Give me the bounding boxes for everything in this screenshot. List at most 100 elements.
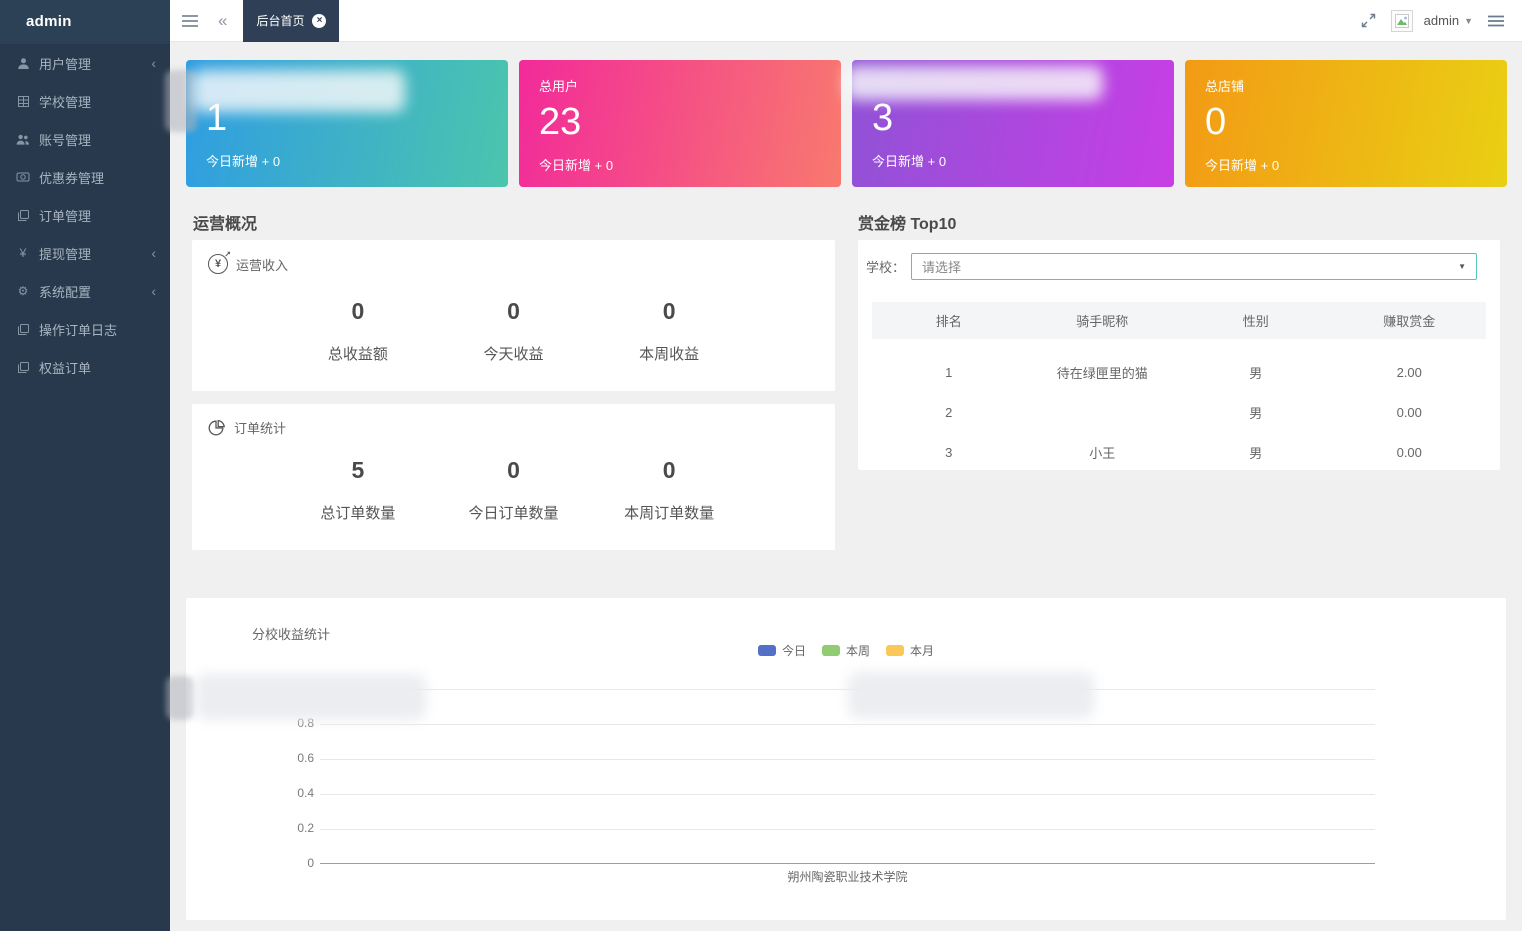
legend-label: 本月 — [910, 644, 935, 658]
sidebar-item-school-management[interactable]: 学校管理 — [0, 82, 170, 120]
legend-swatch — [886, 645, 904, 656]
stat-week-orders: 0 本周订单数量 — [591, 457, 747, 523]
orders-stats-panel: 订单统计 5 总订单数量 0 今日订单数量 0 本周订单数量 — [192, 404, 835, 550]
stat-value: 0 — [662, 298, 676, 324]
gridline — [320, 724, 1375, 725]
chart-plot-area — [320, 689, 1375, 864]
operations-revenue-panel: ¥ ↗ 运营收入 0 总收益额 0 今天收益 0 本周收益 — [192, 240, 835, 391]
yen-circle-icon: ¥ ↗ — [208, 250, 231, 274]
sidebar-item-account-management[interactable]: 账号管理 — [0, 120, 170, 158]
school-select-value: 请选择 — [922, 260, 962, 275]
stat-value: 0 — [507, 298, 520, 324]
sidebar-item-label: 学校管理 — [39, 94, 92, 110]
cell-nickname: 待在绿匣里的猫 — [1056, 365, 1148, 381]
legend-swatch — [821, 645, 840, 656]
stat-card-total-shops: 总店铺 0 今日新增 + 0 — [1185, 60, 1507, 187]
sidebar-item-order-log[interactable]: 操作订单日志 — [0, 310, 170, 348]
stat-value: 0 — [351, 298, 365, 324]
school-select-label: 学校： — [866, 260, 906, 275]
gridline — [320, 759, 1375, 760]
gridline — [320, 689, 1375, 690]
tab-close-icon[interactable]: × — [312, 13, 327, 28]
sidebar-item-label: 权益订单 — [39, 360, 92, 376]
stat-card-title: 总店铺 — [1205, 79, 1245, 94]
sidebar-item-system-config[interactable]: ⚙ 系统配置 ‹ — [0, 272, 170, 310]
sidebar-item-withdrawal-management[interactable]: ¥ 提现管理 ‹ — [0, 234, 170, 272]
stat-card-value: 3 — [872, 97, 894, 139]
stat-total-orders: 5 总订单数量 — [280, 457, 436, 523]
bounty-table-header: 排名 骑手昵称 性别 赚取赏金 — [872, 302, 1486, 339]
col-header-gender: 性别 — [1242, 314, 1269, 329]
hamburger-menu-icon[interactable] — [170, 0, 210, 42]
stat-value: 5 — [351, 457, 365, 483]
stat-value: 0 — [507, 457, 520, 483]
stat-today-revenue: 0 今天收益 — [436, 298, 592, 364]
orders-panel-title: 订单统计 — [234, 421, 287, 436]
stat-card-total-users: 总用户 23 今日新增 + 0 — [519, 60, 841, 187]
gridline — [320, 829, 1375, 830]
sidebar-item-rights-orders[interactable]: 权益订单 — [0, 348, 170, 386]
branch-revenue-chart-panel: 分校收益统计 今日 本周 本月 0.8 0.6 0.4 0.2 0 朔州陶瓷职业… — [186, 598, 1506, 920]
user-icon — [15, 57, 31, 70]
stat-card-title — [872, 76, 1154, 91]
stat-card-value: 0 — [1205, 101, 1227, 143]
stat-week-revenue: 0 本周收益 — [591, 298, 747, 364]
fullscreen-icon[interactable] — [1357, 0, 1380, 42]
stat-label: 总订单数量 — [320, 505, 396, 522]
coupon-icon — [15, 171, 31, 183]
stat-card-total-3: 3 今日新增 + 0 — [852, 60, 1174, 187]
chevron-down-icon: ▼ — [1464, 15, 1473, 26]
log-icon — [15, 323, 31, 336]
yen-icon: ¥ — [19, 246, 27, 260]
sidebar-item-coupon-management[interactable]: 优惠券管理 — [0, 158, 170, 196]
stat-label: 今日订单数量 — [468, 505, 559, 522]
section-title-operations: 运营概况 — [193, 216, 258, 233]
stat-card-title — [206, 76, 488, 91]
legend-item-week[interactable]: 本周 — [821, 642, 870, 659]
school-select[interactable]: 请选择 ▼ — [911, 253, 1477, 280]
sidebar-item-label: 操作订单日志 — [39, 322, 118, 338]
stat-label: 今天收益 — [483, 346, 544, 363]
topbar-right: admin ▼ — [1357, 0, 1522, 42]
legend-label: 本周 — [845, 644, 870, 658]
revenue-panel-title: 运营收入 — [236, 257, 289, 273]
username: admin — [1423, 13, 1460, 28]
sidebar-item-order-management[interactable]: 订单管理 — [0, 196, 170, 234]
pie-chart-icon — [208, 419, 226, 437]
orders-panel-header: 订单统计 — [192, 404, 835, 437]
tab-dashboard-home[interactable]: 后台首页 × — [243, 0, 340, 42]
stat-label: 本周收益 — [639, 346, 700, 363]
stat-card-value: 23 — [539, 101, 582, 143]
y-tick-label: 0.4 — [297, 786, 314, 800]
col-header-nickname: 骑手昵称 — [1076, 314, 1129, 329]
school-filter-row: 学校： 请选择 ▼ — [858, 240, 1500, 280]
sidebar-item-user-management[interactable]: 用户管理 ‹ — [0, 44, 170, 82]
stat-total-revenue: 0 总收益额 — [280, 298, 436, 364]
col-header-amount: 赚取赏金 — [1383, 314, 1436, 329]
stat-card-title: 总用户 — [539, 79, 579, 94]
sidebar-item-label: 账号管理 — [39, 132, 92, 148]
y-tick-label: 0 — [307, 856, 314, 870]
stat-label: 本周订单数量 — [624, 505, 715, 522]
stat-card-subtitle: 今日新增 + 0 — [872, 154, 947, 169]
collapse-tabs-icon[interactable]: « — [218, 10, 228, 30]
chevron-left-icon: ‹ — [151, 283, 156, 299]
sidebar-nav: 用户管理 ‹ 学校管理 账号管理 优惠券管理 订单管理 — [0, 44, 170, 386]
sidebar-item-label: 系统配置 — [39, 284, 92, 300]
users-icon — [15, 133, 31, 146]
bounty-table-body: 1 待在绿匣里的猫 男 2.00 2 男 0.00 3 小王 男 0.00 — [872, 352, 1486, 472]
legend-item-today[interactable]: 今日 — [757, 642, 806, 659]
user-avatar[interactable] — [1390, 9, 1413, 32]
user-menu[interactable]: admin ▼ — [1424, 13, 1473, 28]
chart-legend: 今日 本周 本月 — [186, 642, 1506, 659]
list-menu-icon[interactable] — [1484, 0, 1504, 42]
y-tick-label: 0.8 — [297, 716, 314, 730]
order-icon — [15, 209, 31, 222]
sidebar-item-label: 优惠券管理 — [39, 170, 105, 186]
legend-item-month[interactable]: 本月 — [886, 642, 934, 659]
gridline — [320, 794, 1375, 795]
sidebar: admin 用户管理 ‹ 学校管理 账号管理 优惠券管理 — [0, 0, 170, 931]
stat-today-orders: 0 今日订单数量 — [436, 457, 592, 523]
stat-card-subtitle: 今日新增 + 0 — [206, 154, 281, 169]
stat-card-subtitle: 今日新增 + 0 — [539, 158, 614, 173]
